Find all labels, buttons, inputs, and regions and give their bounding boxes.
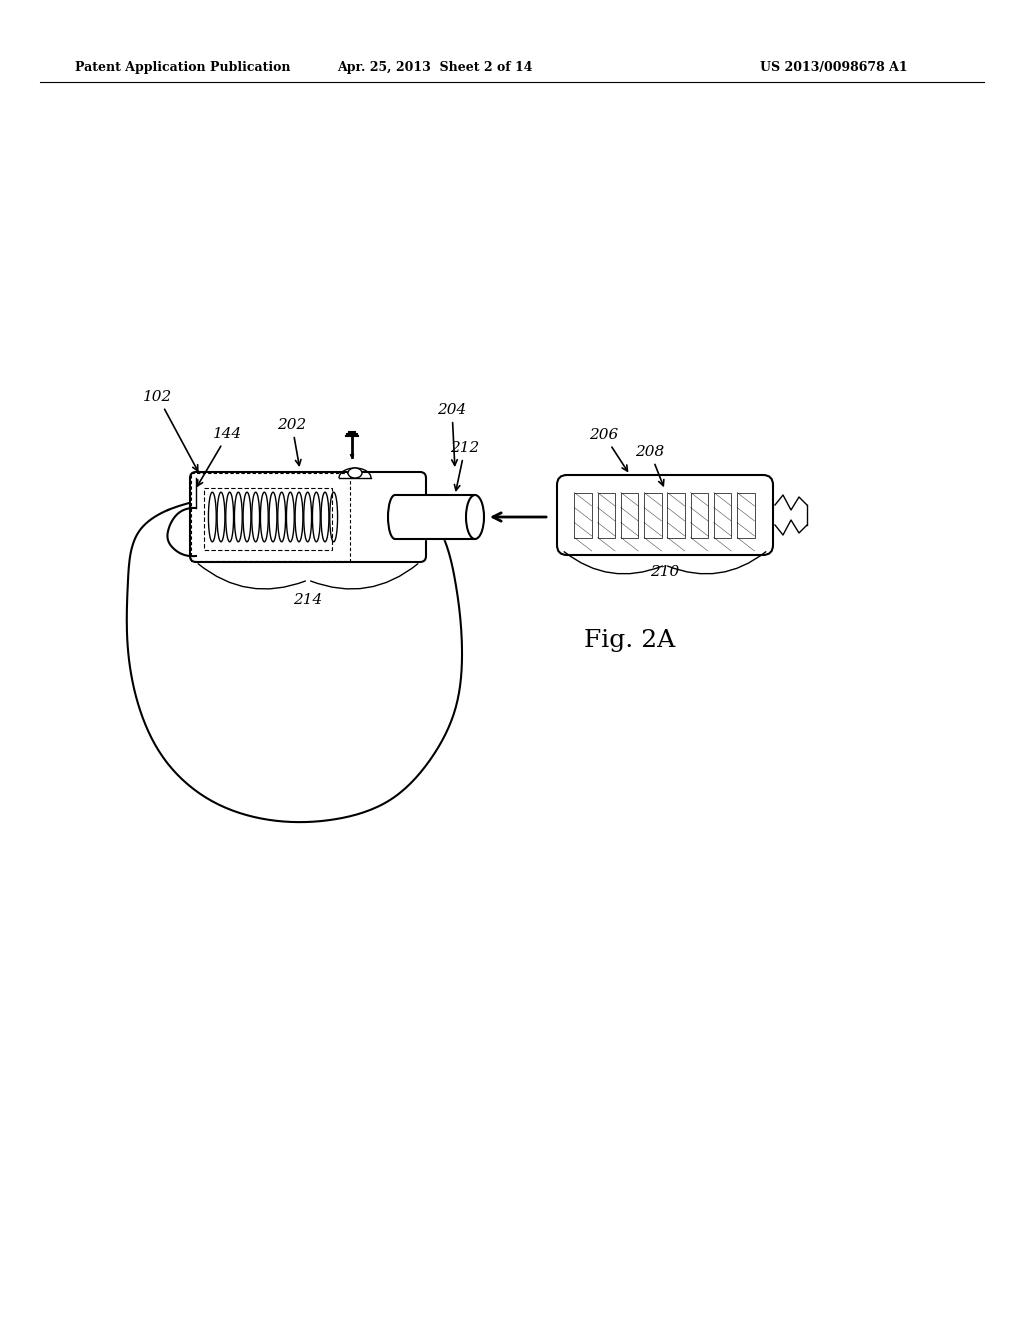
Bar (191, 473, 350, 561)
Bar (668, 492, 685, 537)
Bar (598, 492, 615, 537)
Text: 214: 214 (293, 593, 323, 607)
FancyBboxPatch shape (190, 473, 426, 562)
Polygon shape (127, 488, 462, 822)
Bar (574, 492, 592, 537)
Text: 144: 144 (198, 426, 243, 486)
Text: Apr. 25, 2013  Sheet 2 of 14: Apr. 25, 2013 Sheet 2 of 14 (337, 62, 532, 74)
Text: 208: 208 (635, 445, 665, 486)
Text: 212: 212 (451, 441, 479, 491)
Text: 102: 102 (143, 389, 198, 471)
Ellipse shape (466, 495, 484, 539)
Bar (737, 492, 755, 537)
FancyBboxPatch shape (557, 475, 773, 554)
Bar (621, 492, 638, 537)
Ellipse shape (348, 469, 362, 478)
Text: 202: 202 (278, 418, 306, 466)
Bar (690, 492, 708, 537)
Polygon shape (395, 495, 475, 539)
Bar (714, 492, 731, 537)
Text: Fig. 2A: Fig. 2A (585, 628, 676, 652)
Text: 206: 206 (590, 428, 628, 471)
Text: US 2013/0098678 A1: US 2013/0098678 A1 (760, 62, 907, 74)
Bar (204, 488, 332, 550)
Text: Patent Application Publication: Patent Application Publication (75, 62, 291, 74)
Bar (644, 492, 662, 537)
Text: 210: 210 (650, 565, 680, 579)
Text: 204: 204 (437, 403, 467, 466)
